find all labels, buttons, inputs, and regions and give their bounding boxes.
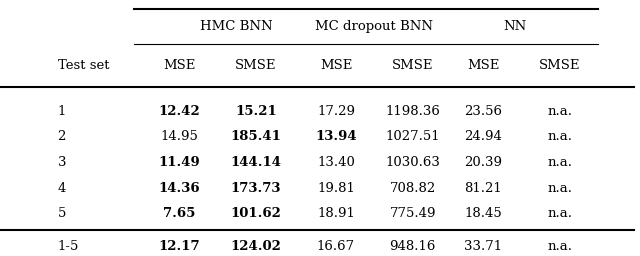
- Text: 11.49: 11.49: [158, 156, 200, 169]
- Text: 708.82: 708.82: [390, 182, 436, 195]
- Text: 173.73: 173.73: [231, 182, 281, 195]
- Text: n.a.: n.a.: [547, 182, 573, 195]
- Text: n.a.: n.a.: [547, 156, 573, 169]
- Text: 1-5: 1-5: [58, 240, 79, 253]
- Text: 13.40: 13.40: [317, 156, 355, 169]
- Text: 4: 4: [58, 182, 66, 195]
- Text: 14.95: 14.95: [160, 131, 198, 143]
- Text: 19.81: 19.81: [317, 182, 355, 195]
- Text: NN: NN: [504, 20, 527, 33]
- Text: 124.02: 124.02: [230, 240, 282, 253]
- Text: n.a.: n.a.: [547, 240, 573, 253]
- Text: 3: 3: [58, 156, 66, 169]
- Text: 1030.63: 1030.63: [385, 156, 440, 169]
- Text: 81.21: 81.21: [465, 182, 502, 195]
- Text: 23.56: 23.56: [464, 105, 502, 118]
- Text: HMC BNN: HMC BNN: [200, 20, 273, 33]
- Text: 2: 2: [58, 131, 66, 143]
- Text: 7.65: 7.65: [163, 207, 195, 220]
- Text: n.a.: n.a.: [547, 105, 573, 118]
- Text: 33.71: 33.71: [464, 240, 502, 253]
- Text: 1027.51: 1027.51: [385, 131, 440, 143]
- Text: 17.29: 17.29: [317, 105, 355, 118]
- Text: 12.17: 12.17: [158, 240, 200, 253]
- Text: 15.21: 15.21: [235, 105, 277, 118]
- Text: MSE: MSE: [467, 59, 499, 72]
- Text: 13.94: 13.94: [315, 131, 357, 143]
- Text: 16.67: 16.67: [317, 240, 355, 253]
- Text: 144.14: 144.14: [230, 156, 282, 169]
- Text: 101.62: 101.62: [230, 207, 282, 220]
- Text: 948.16: 948.16: [390, 240, 436, 253]
- Text: 1: 1: [58, 105, 66, 118]
- Text: MSE: MSE: [320, 59, 352, 72]
- Text: n.a.: n.a.: [547, 131, 573, 143]
- Text: SMSE: SMSE: [236, 59, 276, 72]
- Text: 5: 5: [58, 207, 66, 220]
- Text: 12.42: 12.42: [158, 105, 200, 118]
- Text: 14.36: 14.36: [158, 182, 200, 195]
- Text: 1198.36: 1198.36: [385, 105, 440, 118]
- Text: 775.49: 775.49: [390, 207, 436, 220]
- Text: n.a.: n.a.: [547, 207, 573, 220]
- Text: 24.94: 24.94: [464, 131, 502, 143]
- Text: MSE: MSE: [163, 59, 195, 72]
- Text: 18.45: 18.45: [465, 207, 502, 220]
- Text: SMSE: SMSE: [392, 59, 433, 72]
- Text: MC dropout BNN: MC dropout BNN: [316, 20, 433, 33]
- Text: SMSE: SMSE: [540, 59, 580, 72]
- Text: Test set: Test set: [58, 59, 109, 72]
- Text: 18.91: 18.91: [317, 207, 355, 220]
- Text: 20.39: 20.39: [464, 156, 502, 169]
- Text: 185.41: 185.41: [230, 131, 282, 143]
